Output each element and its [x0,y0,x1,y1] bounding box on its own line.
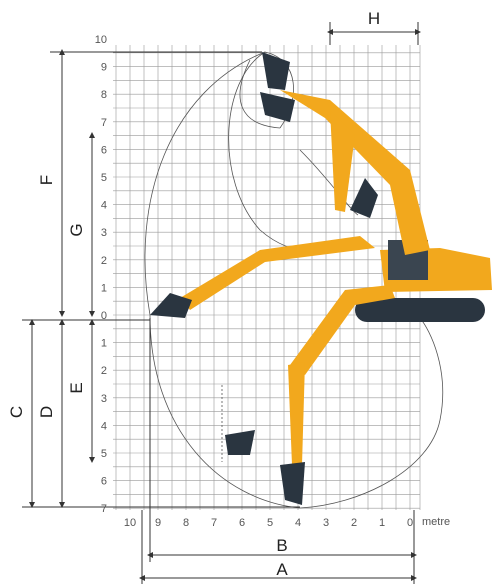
x-label: 0 [407,517,413,529]
y-label: 3 [101,393,107,405]
dim-h: H [368,9,380,28]
x-label: 8 [183,517,189,529]
y-label: 6 [101,476,107,488]
x-label: 9 [155,517,161,529]
arm-low [288,362,305,465]
x-label: 3 [323,517,329,529]
bucket [150,293,192,318]
track [355,298,485,322]
boom-raised [280,90,430,255]
y-label: 3 [101,227,107,239]
y-label: 1 [101,282,107,294]
dim-b: B [276,536,287,555]
boom-low [290,285,395,375]
bucket-top [262,52,290,90]
y-label: 9 [101,62,107,74]
y-label: 0 [101,310,107,322]
x-label: 6 [239,517,245,529]
x-label: 7 [211,517,217,529]
y-label: 5 [101,172,107,184]
bucket-low [280,462,305,505]
y-label: 7 [101,117,107,129]
x-label: 10 [124,517,136,529]
dim-g: G [67,223,86,236]
y-label: 4 [101,200,107,212]
dim-e: E [67,382,86,393]
y-label: 4 [101,420,107,432]
dim-d: D [37,406,56,418]
y-label: 8 [101,89,107,101]
unit-label: metre [422,516,450,528]
y-label: 1 [101,338,107,350]
y-label: 10 [95,34,107,46]
excavator [150,52,492,505]
dim-a: A [276,560,288,579]
y-label: 6 [101,144,107,156]
y-label: 7 [101,503,107,515]
bucket-inner [350,178,378,218]
bucket-mid [260,92,295,122]
y-label: 2 [101,365,107,377]
y-label: 2 [101,255,107,267]
dimension-lines [22,22,421,584]
x-label: 5 [267,517,273,529]
x-label: 4 [295,517,301,529]
x-label: 1 [379,517,385,529]
dim-f: F [37,175,56,185]
dim-c: C [7,406,26,418]
arm-raised [330,110,355,212]
bucket-ground [225,430,255,455]
x-label: 2 [351,517,357,529]
boom-extended [180,236,375,310]
y-label: 5 [101,448,107,460]
